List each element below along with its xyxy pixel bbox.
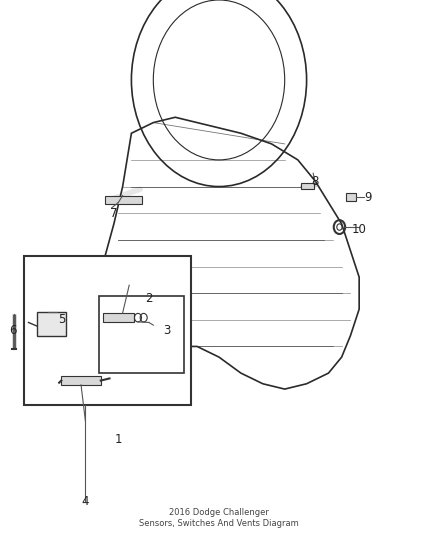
Bar bbox=[37, 312, 66, 336]
Text: 7: 7 bbox=[110, 207, 118, 220]
Bar bbox=[346, 193, 356, 201]
Text: 8: 8 bbox=[312, 175, 319, 188]
Text: 3: 3 bbox=[163, 324, 170, 337]
Text: 6: 6 bbox=[9, 324, 17, 337]
Text: 9: 9 bbox=[364, 191, 372, 204]
Text: 1: 1 bbox=[114, 433, 122, 446]
Text: 5: 5 bbox=[58, 313, 65, 326]
Bar bbox=[24, 256, 191, 405]
Text: 2: 2 bbox=[145, 292, 153, 305]
Bar bbox=[61, 376, 101, 385]
Text: 10: 10 bbox=[352, 223, 367, 236]
Text: 2016 Dodge Challenger
Sensors, Switches And Vents Diagram: 2016 Dodge Challenger Sensors, Switches … bbox=[139, 508, 299, 528]
Bar bbox=[99, 296, 184, 373]
Bar bbox=[105, 196, 142, 204]
Bar bbox=[103, 313, 134, 322]
Text: 4: 4 bbox=[81, 495, 89, 507]
Bar bbox=[301, 183, 314, 189]
